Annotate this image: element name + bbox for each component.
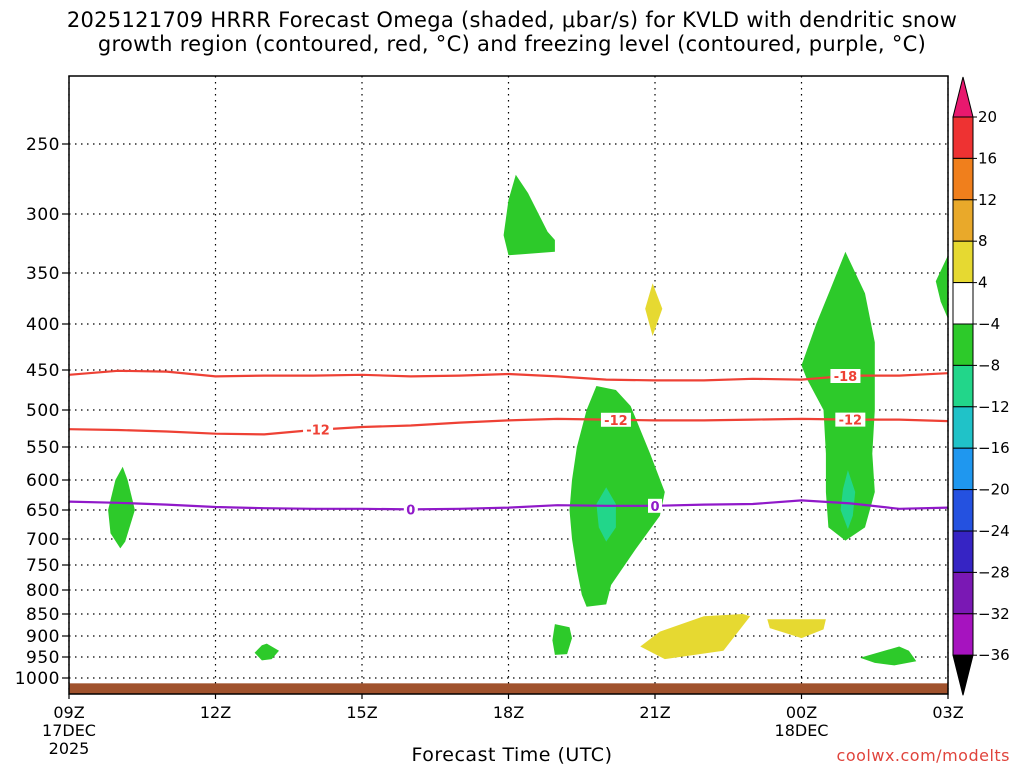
- colorbar-label: −28: [978, 563, 1010, 581]
- y-tick-label: 600: [26, 471, 60, 491]
- colorbar-segment: [952, 199, 974, 242]
- colorbar-label: −4: [978, 315, 1000, 333]
- x-tick-label: 12Z: [200, 703, 231, 722]
- contour-label-bg: [303, 422, 334, 437]
- contour-label: -18: [834, 370, 858, 385]
- colorbar: 20 16 12 8 4 −4 −8 −12 −16 −20 −24 −28 −32 −36: [952, 76, 1010, 696]
- y-tick-label: 350: [26, 264, 60, 284]
- omega-region: [935, 255, 948, 319]
- x-axis-title: Forecast Time (UTC): [411, 744, 613, 766]
- colorbar-segment: [952, 282, 974, 325]
- y-tick-label: 450: [26, 361, 60, 381]
- contour-label-bg: [403, 502, 418, 517]
- omega-region: [596, 487, 616, 542]
- chart-title-line-1: 2025121709 HRRR Forecast Omega (shaded, …: [66, 8, 958, 32]
- contour-lines: -18 -12 -12 -12 0 0: [68, 369, 949, 518]
- x-tick-label: 03Z: [932, 703, 963, 722]
- contour-dgz_-18: [68, 369, 949, 382]
- chart-title: 2025121709 HRRR Forecast Omega (shaded, …: [0, 8, 1024, 56]
- x-tick-sublabel: 17DEC: [42, 721, 96, 740]
- colorbar-segment: [952, 116, 974, 159]
- contour-label-bg: [835, 412, 866, 427]
- omega-region: [860, 646, 917, 666]
- omega-region: [503, 174, 555, 256]
- contour-label: -12: [839, 414, 863, 429]
- colorbar-label: 12: [978, 191, 997, 209]
- y-tick-label: 950: [26, 648, 60, 668]
- omega-region: [552, 624, 572, 655]
- x-tick-year: 2025: [49, 739, 90, 758]
- y-tick-label: 1000: [15, 669, 60, 689]
- contour-label: -12: [604, 414, 628, 429]
- omega-region: [840, 470, 856, 530]
- colorbar-label: 16: [978, 149, 997, 167]
- chart-title-line-2: growth region (contoured, red, °C) and f…: [97, 32, 927, 56]
- y-tick-label: 900: [26, 627, 60, 647]
- colorbar-segment: [952, 364, 974, 408]
- contour-label-bg: [830, 369, 861, 383]
- y-tick-label: 550: [26, 438, 60, 458]
- omega-region: [569, 386, 665, 607]
- contour-label: -12: [306, 424, 330, 439]
- colorbar-segment: [952, 157, 974, 201]
- colorbar-label: −36: [978, 646, 1010, 664]
- y-tick-label: 300: [26, 205, 60, 225]
- y-tick-label: 750: [26, 556, 60, 576]
- ground-layer: [69, 683, 948, 694]
- y-tick-label: 650: [26, 501, 60, 521]
- colorbar-label: −8: [978, 356, 1000, 374]
- colorbar-segment: [952, 406, 974, 449]
- omega-shading: [108, 174, 948, 666]
- contour-freezing_0: [68, 499, 949, 511]
- y-tick-label: 250: [26, 135, 60, 155]
- contour-label-bg: [648, 498, 662, 513]
- y-axis: 2503003504004505005506006507007508008509…: [15, 135, 69, 689]
- colorbar-label: 20: [978, 108, 997, 126]
- colorbar-label: −16: [978, 439, 1010, 457]
- y-tick-label: 700: [26, 530, 60, 550]
- contour-label: 0: [406, 503, 415, 518]
- colorbar-label: −32: [978, 605, 1010, 623]
- colorbar-segment: [952, 323, 974, 366]
- colorbar-label: 4: [978, 274, 988, 292]
- credit-link[interactable]: coolwx.com/modelts: [836, 746, 1010, 765]
- contour-label-bg: [600, 412, 631, 427]
- y-tick-label: 850: [26, 605, 60, 625]
- omega-region: [254, 643, 279, 661]
- colorbar-segment: [952, 530, 974, 573]
- omega-region: [801, 251, 875, 541]
- colorbar-segment: [952, 447, 974, 491]
- y-tick-label: 400: [26, 315, 60, 335]
- omega-region: [645, 283, 663, 336]
- omega-region: [640, 614, 751, 660]
- colorbar-label: 8: [978, 232, 988, 250]
- y-tick-label: 500: [26, 401, 60, 421]
- y-tick-label: 800: [26, 581, 60, 601]
- ground-fill: [69, 683, 948, 694]
- colorbar-top-arrow: [952, 76, 974, 118]
- x-tick-label: 15Z: [346, 703, 377, 722]
- colorbar-segment: [952, 613, 974, 656]
- colorbar-label: −12: [978, 398, 1010, 416]
- omega-region: [108, 466, 135, 549]
- colorbar-segment: [952, 571, 974, 615]
- contour-dgz_-12: [68, 417, 949, 436]
- colorbar-segment: [952, 489, 974, 532]
- omega-region: [767, 619, 826, 639]
- x-tick-label: 00Z: [786, 703, 817, 722]
- colorbar-segment: [952, 240, 974, 284]
- x-tick-label: 18Z: [493, 703, 524, 722]
- colorbar-label: −20: [978, 481, 1010, 499]
- x-tick-sublabel: 18DEC: [775, 721, 829, 740]
- x-tick-label: 21Z: [639, 703, 670, 722]
- contour-label: 0: [650, 500, 659, 515]
- colorbar-bottom-arrow: [952, 654, 974, 696]
- x-tick-label: 09Z: [53, 703, 84, 722]
- colorbar-label: −24: [978, 522, 1010, 540]
